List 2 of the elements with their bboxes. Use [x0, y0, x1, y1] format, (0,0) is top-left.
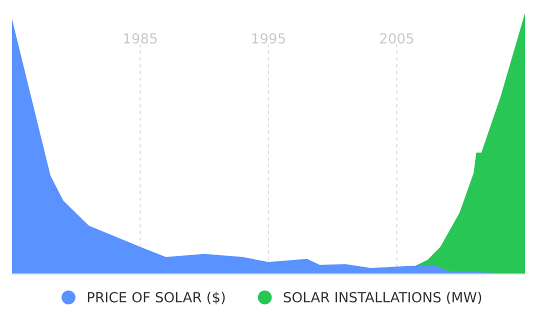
- legend-label: SOLAR INSTALLATIONS (MW): [284, 292, 482, 304]
- legend-label: PRICE OF SOLAR ($): [88, 292, 225, 304]
